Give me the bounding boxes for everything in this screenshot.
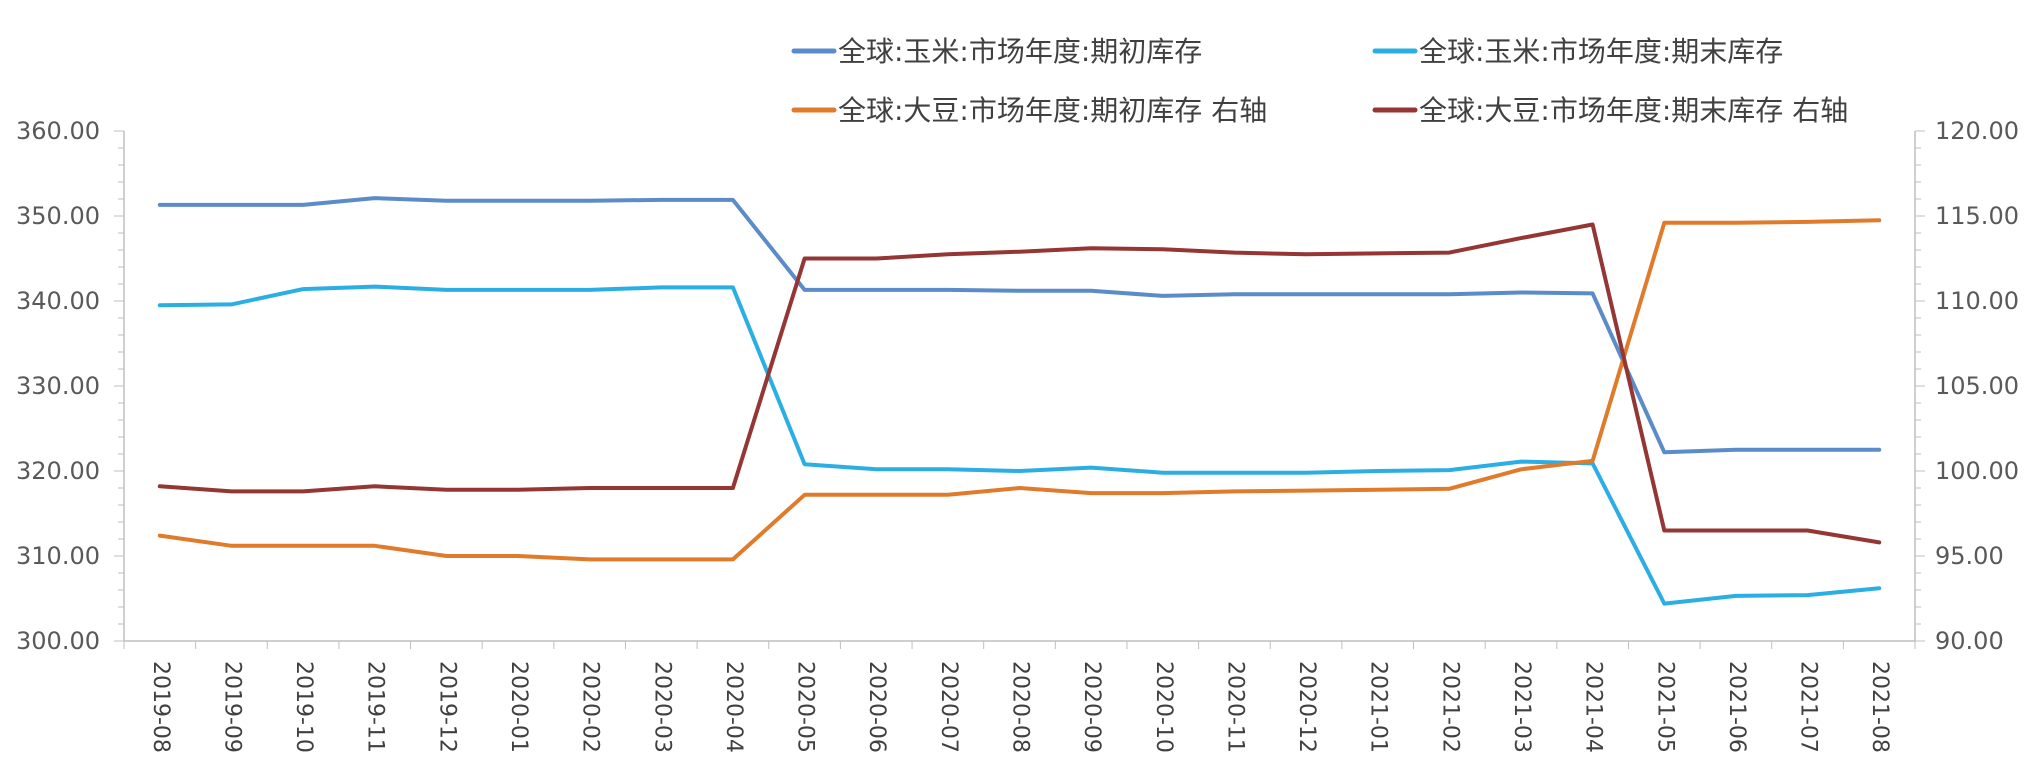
left-axis-tick-label: 330.00 [16, 372, 100, 400]
left-axis-tick-label: 350.00 [16, 202, 100, 230]
x-axis-tick-label: 2021-07 [1796, 661, 1821, 753]
left-axis-tick-label: 310.00 [16, 542, 100, 570]
left-axis-tick-label: 320.00 [16, 457, 100, 485]
x-axis-tick-label: 2021-03 [1509, 661, 1534, 753]
x-axis-tick-label: 2020-10 [1151, 661, 1176, 753]
legend-label-1: 全球:玉米:市场年度:期初库存 [838, 35, 1202, 68]
x-axis-tick-label: 2019-11 [363, 661, 388, 753]
legend-label-2: 全球:玉米:市场年度:期末库存 [1419, 35, 1783, 68]
x-axis-tick-label: 2019-09 [219, 661, 244, 753]
x-axis-tick-label: 2021-02 [1437, 661, 1462, 753]
left-axis-tick-label: 360.00 [16, 117, 100, 145]
series-line-2 [157, 284, 1882, 606]
x-axis-tick-label: 2020-02 [578, 661, 603, 753]
series-line-4 [157, 222, 1882, 545]
x-axis-tick-label: 2019-08 [148, 661, 173, 753]
right-axis-tick-label: 110.00 [1935, 287, 2019, 315]
x-axis-tick-label: 2019-12 [434, 661, 459, 753]
x-axis-tick-label: 2020-01 [506, 661, 531, 753]
right-axis-tick-label: 100.00 [1935, 457, 2019, 485]
x-axis-tick-label: 2021-04 [1581, 661, 1606, 753]
series-line-1 [157, 196, 1882, 455]
x-axis-tick-label: 2020-03 [649, 661, 674, 753]
x-axis-tick-label: 2020-04 [721, 661, 746, 753]
x-axis-tick-label: 2020-05 [793, 661, 818, 753]
x-axis-tick-label: 2021-05 [1652, 661, 1677, 753]
x-axis-tick-label: 2020-07 [936, 661, 961, 753]
x-axis-tick-label: 2021-01 [1366, 661, 1391, 753]
right-axis-tick-label: 115.00 [1935, 202, 2019, 230]
x-axis-tick-label: 2020-12 [1294, 661, 1319, 753]
series-line-3 [157, 218, 1882, 562]
x-axis-tick-label: 2021-08 [1867, 661, 1892, 753]
legend-label-4: 全球:大豆:市场年度:期末库存 右轴 [1419, 94, 1848, 127]
x-axis-tick-label: 2020-09 [1079, 661, 1104, 753]
x-axis-tick-label: 2020-06 [864, 661, 889, 753]
right-axis-tick-label: 120.00 [1935, 117, 2019, 145]
left-axis-tick-label: 300.00 [16, 627, 100, 655]
left-axis-tick-label: 340.00 [16, 287, 100, 315]
right-axis-tick-label: 105.00 [1935, 372, 2019, 400]
x-axis-tick-label: 2020-08 [1008, 661, 1033, 753]
legend-label-3: 全球:大豆:市场年度:期初库存 右轴 [838, 94, 1267, 127]
x-axis-tick-label: 2021-06 [1724, 661, 1749, 753]
x-axis-tick-label: 2020-11 [1222, 661, 1247, 753]
right-axis-tick-label: 95.00 [1935, 542, 2004, 570]
x-axis-tick-label: 2019-10 [291, 661, 316, 753]
right-axis-tick-label: 90.00 [1935, 627, 2004, 655]
